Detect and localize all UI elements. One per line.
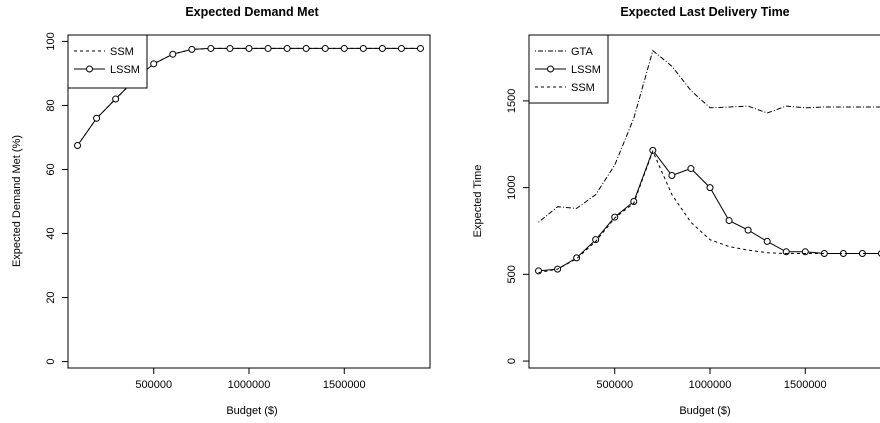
x-tick-label: 1000000: [689, 379, 732, 391]
chart-title: Expected Demand Met: [185, 5, 319, 19]
y-axis: 0 20 40 60 80 100: [45, 32, 68, 365]
y-tick-label: 80: [45, 99, 57, 111]
data-point-lssm: [150, 60, 158, 68]
y-axis: 0 500 1000 1500: [506, 89, 529, 364]
y-tick-label: 1000: [506, 175, 518, 199]
data-point-lssm: [112, 95, 120, 103]
data-point-lssm: [340, 44, 348, 52]
delivery-time-panel: Expected Last Delivery Time Budget ($) E…: [472, 5, 880, 417]
data-point-lssm: [245, 44, 253, 52]
x-axis-label: Budget ($): [679, 405, 730, 417]
series-line-lssm: [538, 149, 880, 272]
y-axis-label: Expected Time: [472, 165, 484, 238]
y-tick-label: 40: [45, 227, 57, 239]
legend: SSM LSSM: [67, 34, 148, 89]
legend-marker-lssm: [86, 65, 93, 73]
x-axis: 500000 1000000 1500000: [135, 368, 366, 391]
y-tick-label: 500: [506, 265, 518, 283]
legend-label-ssm: SSM: [571, 82, 595, 94]
data-point-lssm: [725, 217, 733, 225]
x-axis-label: Budget ($): [226, 405, 277, 417]
data-point-lssm: [763, 237, 771, 245]
series-line-gta: [538, 49, 880, 223]
x-tick-label: 1500000: [323, 379, 366, 391]
demand-met-panel: Expected Demand Met Budget ($) Expected …: [11, 5, 431, 417]
data-point-lssm: [378, 44, 386, 52]
x-axis: 500000 1000000 1500000: [596, 368, 827, 391]
y-tick-label: 60: [45, 163, 57, 175]
legend-label-lssm: LSSM: [110, 64, 140, 76]
series-line-ssm: [538, 149, 880, 274]
legend-box: [67, 34, 148, 89]
y-tick-label: 1500: [506, 89, 518, 113]
data-point-lssm: [74, 141, 82, 149]
chart-title: Expected Last Delivery Time: [620, 5, 789, 19]
data-point-lssm: [592, 236, 600, 244]
data-point-lssm: [226, 44, 234, 52]
data-point-lssm: [687, 165, 695, 173]
legend: GTA LSSM SSM: [528, 34, 609, 104]
data-point-lssm: [93, 114, 101, 122]
data-point-lssm: [535, 267, 543, 275]
data-point-lssm: [321, 44, 329, 52]
data-point-lssm: [397, 44, 405, 52]
legend-label-ssm: SSM: [110, 46, 134, 58]
series-layer: [535, 49, 880, 275]
data-point-lssm: [416, 44, 424, 52]
x-tick-label: 500000: [596, 379, 633, 391]
data-point-lssm: [573, 254, 581, 262]
data-point-lssm: [302, 44, 310, 52]
data-point-lssm: [169, 50, 177, 58]
data-point-lssm: [668, 171, 676, 179]
y-tick-label: 20: [45, 291, 57, 303]
legend-label-gta: GTA: [571, 46, 593, 58]
data-point-lssm: [283, 44, 291, 52]
y-tick-label: 100: [45, 32, 57, 50]
data-point-lssm: [744, 226, 752, 234]
data-point-lssm: [630, 198, 638, 205]
y-tick-label: 0: [506, 358, 518, 364]
y-tick-label: 0: [45, 359, 57, 365]
x-tick-label: 500000: [135, 379, 172, 391]
data-point-lssm: [188, 45, 196, 53]
x-tick-label: 1500000: [784, 379, 827, 391]
legend-label-lssm: LSSM: [571, 64, 601, 76]
data-point-lssm: [359, 44, 367, 52]
data-point-lssm: [706, 184, 714, 192]
data-point-lssm: [207, 44, 215, 52]
data-point-lssm: [611, 213, 619, 221]
data-point-lssm: [264, 44, 272, 52]
x-tick-label: 1000000: [228, 379, 271, 391]
y-axis-label: Expected Demand Met (%): [11, 135, 23, 267]
legend-marker-lssm: [547, 65, 554, 73]
